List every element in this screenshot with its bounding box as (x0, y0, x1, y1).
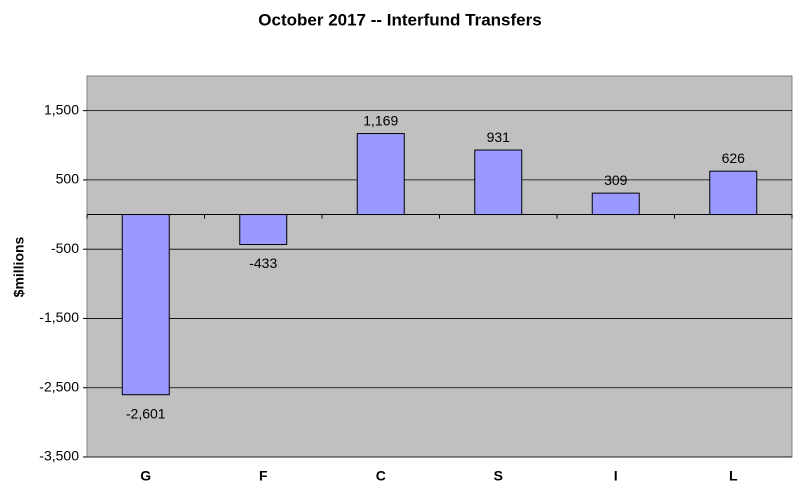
y-tick-label: -500 (51, 240, 79, 256)
y-tick-label: -3,500 (39, 448, 79, 464)
value-label: 309 (604, 172, 628, 188)
value-label: 931 (487, 129, 511, 145)
bar (356, 133, 405, 216)
chart-title: October 2017 -- Interfund Transfers (258, 10, 541, 29)
x-tick-label: I (614, 468, 618, 484)
value-label: -2,601 (126, 405, 166, 421)
value-label: 626 (722, 150, 746, 166)
y-tick-label: -1,500 (39, 309, 79, 325)
bar (591, 192, 640, 216)
x-tick-label: F (259, 468, 268, 484)
bar (121, 214, 170, 396)
y-tick-label: 500 (56, 171, 80, 187)
value-label: 1,169 (363, 112, 398, 128)
y-axis-label: $millions (11, 236, 27, 297)
y-tick-label: 1,500 (44, 101, 79, 117)
x-tick-label: G (140, 468, 151, 484)
bar (709, 170, 758, 216)
y-tick-label: -2,500 (39, 378, 79, 394)
bar (474, 149, 523, 216)
value-label: -433 (249, 255, 277, 271)
x-tick-label: C (376, 468, 386, 484)
plot-area (86, 75, 793, 458)
x-tick-label: S (494, 468, 503, 484)
bar (239, 214, 288, 246)
x-tick-label: L (729, 468, 738, 484)
